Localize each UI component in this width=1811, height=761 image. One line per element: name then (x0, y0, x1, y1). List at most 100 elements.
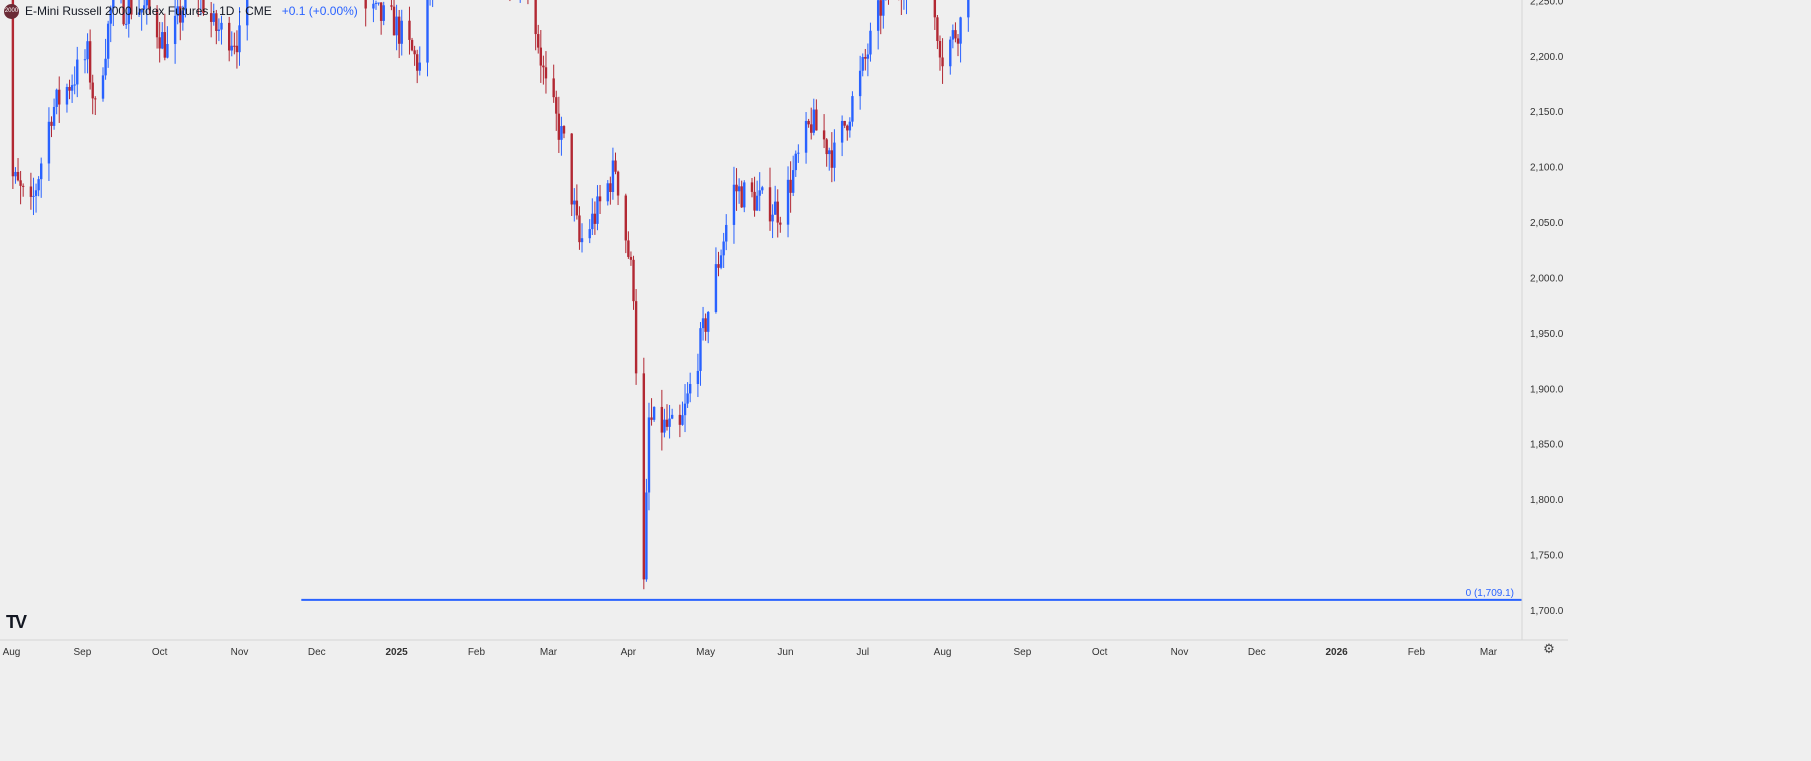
candle-body (876, 0, 880, 31)
candle-body (408, 20, 411, 40)
x-tick-label: Jul (856, 647, 869, 658)
candle-body (686, 393, 689, 404)
x-tick-label: Nov (231, 647, 249, 658)
candle-body (704, 318, 707, 332)
candle-body (88, 41, 92, 83)
candle-body (230, 45, 233, 51)
y-tick-label: 2,050.0 (1530, 218, 1564, 229)
candle-body (959, 17, 962, 44)
candle-body (76, 59, 79, 85)
candle-body (588, 229, 591, 239)
candle-body (140, 9, 143, 13)
candle-body (562, 126, 566, 134)
candle-body (390, 5, 393, 7)
y-tick-label: 2,200.0 (1530, 52, 1564, 63)
candle-body (714, 264, 718, 312)
candle-body (598, 196, 602, 202)
candle-body (50, 121, 53, 126)
candle-body (743, 182, 746, 208)
candle-body (14, 171, 17, 177)
candle-body (539, 47, 543, 66)
candle-body (737, 186, 741, 192)
candle-body (949, 39, 952, 67)
candle-body (161, 32, 164, 49)
candle-body (122, 0, 125, 25)
candle-body (668, 418, 671, 427)
candle-body (967, 0, 970, 18)
candle-body (828, 150, 831, 155)
candle-body (771, 214, 774, 222)
candle-body (825, 139, 828, 155)
candle-body (722, 241, 725, 256)
candle-body (822, 130, 826, 140)
candle-body (627, 240, 630, 257)
candle-body (732, 184, 736, 225)
candle-body (73, 84, 76, 86)
candle-body (596, 196, 599, 224)
candle-body (624, 195, 627, 241)
candle-body (155, 9, 159, 38)
candle-body (112, 0, 115, 9)
candle-body (773, 201, 777, 215)
candle-body (246, 0, 249, 26)
candle-body (124, 23, 128, 25)
candle-body (858, 70, 862, 97)
candle-body (233, 45, 236, 47)
candle-body (807, 120, 810, 125)
candle-body (650, 417, 653, 420)
candle-body (395, 16, 398, 36)
candle-body (220, 22, 223, 30)
candle-body (761, 187, 764, 191)
y-tick-label: 1,750.0 (1530, 551, 1564, 562)
candle-body (184, 0, 187, 11)
candle-body (755, 195, 759, 211)
candle-body (176, 6, 179, 16)
candle-body (936, 17, 939, 42)
candle-body (768, 187, 772, 222)
candle-body (58, 89, 61, 105)
y-tick-label: 1,800.0 (1530, 495, 1564, 506)
candle-body (555, 97, 558, 114)
candle-body (86, 41, 89, 60)
x-tick-label: May (696, 647, 715, 658)
candle-body (544, 67, 548, 79)
candle-body (591, 213, 594, 230)
settings-gear-icon[interactable]: ⚙ (1543, 641, 1555, 656)
y-tick-label: 1,950.0 (1530, 329, 1564, 340)
candle-body (642, 373, 646, 580)
candle-body (616, 171, 620, 196)
symbol-title[interactable]: E-Mini Russell 2000 Index Futures · 1D ·… (25, 4, 272, 18)
x-tick-label: Dec (1248, 647, 1266, 658)
candle-body (830, 150, 834, 168)
y-tick-label: 2,000.0 (1530, 273, 1564, 284)
candle-body (670, 414, 674, 419)
candle-body (29, 186, 33, 197)
candle-body (954, 30, 957, 39)
y-tick-label: 1,900.0 (1530, 384, 1564, 395)
x-tick-label: Feb (468, 647, 486, 658)
candle-body (843, 120, 846, 126)
candle-body (740, 186, 743, 208)
candle-body (16, 171, 20, 181)
x-tick-label: Sep (74, 647, 92, 658)
x-tick-label: Dec (308, 647, 326, 658)
candle-body (542, 65, 545, 68)
candle-body (415, 54, 419, 71)
candle-body (65, 86, 69, 105)
tradingview-logo-icon[interactable]: TV (6, 612, 27, 632)
candle-body (810, 124, 813, 133)
candle-body (678, 414, 682, 425)
candle-body (163, 32, 167, 58)
price-chart[interactable]: 1.272 (2,686.0)1 (2,477.1)0.786 (2,312.7… (0, 0, 1568, 659)
candle-body (34, 190, 38, 196)
fib-label: 0 (1,709.1) (1466, 588, 1514, 599)
candle-body (663, 419, 666, 433)
candle-body (145, 0, 148, 6)
candle-body (202, 0, 205, 14)
candle-body (699, 328, 702, 371)
candle-body (55, 89, 58, 107)
candle-body (634, 301, 638, 374)
candle-body (400, 20, 403, 44)
x-tick-label: Mar (1480, 647, 1498, 658)
candle-body (578, 215, 581, 243)
